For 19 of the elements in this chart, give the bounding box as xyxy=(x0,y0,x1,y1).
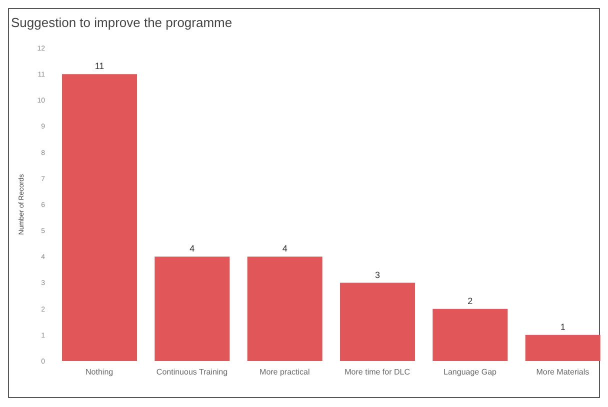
data-label: 2 xyxy=(468,296,473,306)
chart-title: Suggestion to improve the programme xyxy=(10,14,234,30)
bar xyxy=(154,256,230,361)
data-label: 1 xyxy=(560,322,566,332)
data-label: 11 xyxy=(94,61,104,72)
x-tick-label: More Materials xyxy=(536,368,590,377)
x-tick-label: More practical xyxy=(260,368,310,377)
bar xyxy=(247,256,322,361)
data-label: 3 xyxy=(374,270,380,280)
x-tick-label: More time for DLC xyxy=(344,368,410,377)
data-label: 4 xyxy=(282,244,288,254)
data-label: 4 xyxy=(190,244,195,254)
bar xyxy=(340,282,415,361)
x-tick-label: Language Gap xyxy=(444,368,498,377)
x-tick-label: Continuous Training xyxy=(156,368,228,377)
bar xyxy=(432,308,508,361)
bar xyxy=(525,334,600,361)
x-tick-label: Nothing xyxy=(86,368,114,377)
bar xyxy=(62,74,137,361)
